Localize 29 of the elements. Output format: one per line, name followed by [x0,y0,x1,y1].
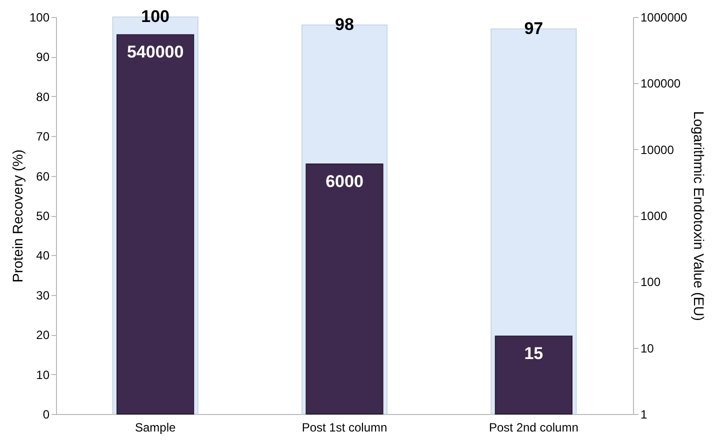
y-axis-title: Protein Recovery (%) [9,149,26,283]
y-tick-label: 100 [29,10,50,24]
x-tick-label: Post 2nd column [488,420,578,434]
data-label: 15 [524,344,544,364]
data-label: 100 [141,7,170,26]
data-label: 6000 [326,172,364,192]
y-tick-label: 30 [36,288,50,302]
y2-axis-title: Logarithmic Endotoxin Value (EU) [691,111,708,321]
y2-tick-label: 10 [640,341,654,356]
y-tick-label: 90 [36,50,50,64]
y2-tick-label: 100000 [640,76,681,91]
y2-tick-label: 1 [640,408,648,422]
y-tick-label: 0 [42,408,50,422]
y2-tick-label: 10000 [640,142,674,157]
y-tick-label: 10 [36,368,50,382]
y2-tick-label: 1000000 [640,10,688,24]
data-label: 98 [335,14,354,34]
y-tick-label: 60 [36,169,50,184]
y-tick-label: 20 [36,328,50,342]
data-label: 540000 [126,42,184,62]
y-tick-label: 40 [36,248,50,263]
x-tick-label: Sample [134,420,176,434]
x-tick-label: Post 1st column [302,420,388,434]
y2-tick-label: 100 [640,275,661,290]
y-tick-label: 50 [36,209,50,223]
y2-tick-label: 1000 [640,209,668,223]
data-label: 97 [524,18,544,38]
y-tick-label: 80 [36,90,50,104]
y-tick-label: 70 [36,130,50,144]
